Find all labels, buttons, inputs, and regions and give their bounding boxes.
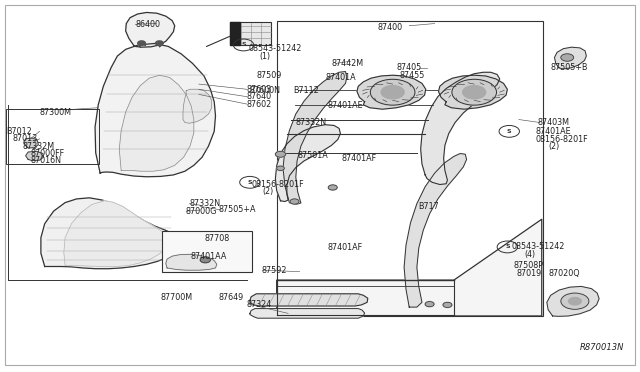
Circle shape [463,86,486,99]
Text: 87508P: 87508P [514,260,544,269]
Text: S: S [241,42,246,48]
Text: 87332N: 87332N [296,118,327,127]
Polygon shape [250,294,368,306]
Polygon shape [183,89,212,123]
Polygon shape [275,125,340,202]
Text: 87401AF: 87401AF [328,243,363,252]
Text: 87509: 87509 [256,71,282,80]
Circle shape [276,166,284,170]
Polygon shape [230,22,241,45]
Circle shape [328,185,337,190]
Text: 87400: 87400 [378,23,403,32]
Circle shape [200,257,211,263]
Polygon shape [404,154,467,307]
Text: 08156-8201F: 08156-8201F [251,180,304,189]
Text: 87401A: 87401A [325,73,356,82]
Text: B7112: B7112 [293,86,319,94]
Circle shape [561,54,573,61]
Polygon shape [125,13,175,47]
Circle shape [452,79,497,105]
Text: 87505+A: 87505+A [218,205,255,215]
Text: 08543-51242: 08543-51242 [511,243,564,251]
Text: R870013N: R870013N [580,343,625,352]
Text: 87013: 87013 [13,134,38,143]
Text: (4): (4) [524,250,535,259]
Circle shape [138,41,145,45]
Text: 87708: 87708 [204,234,229,243]
Polygon shape [119,75,194,171]
Circle shape [561,293,589,310]
Polygon shape [24,138,38,148]
Polygon shape [95,44,216,177]
Text: 87332M: 87332M [22,142,54,151]
Bar [276,20,543,316]
Text: 87649: 87649 [218,293,243,302]
Text: 87700M: 87700M [161,293,193,302]
Text: 87332N: 87332N [189,199,221,208]
Text: S: S [505,244,509,249]
Circle shape [290,199,299,204]
Circle shape [568,298,581,305]
Text: 87603: 87603 [246,85,272,94]
Polygon shape [438,75,508,109]
Text: 87000FF: 87000FF [31,149,65,158]
Bar [162,231,252,272]
Text: 87401AA: 87401AA [190,251,227,261]
Text: 87602: 87602 [246,100,272,109]
Circle shape [371,79,415,105]
Text: 87401AF: 87401AF [342,154,377,163]
Text: 87019: 87019 [516,269,541,278]
Text: 87640: 87640 [246,92,272,101]
Text: 87016N: 87016N [31,156,61,166]
Text: 87000G: 87000G [186,206,217,216]
Text: 87455: 87455 [399,71,424,80]
Text: 08543-51242: 08543-51242 [248,44,302,53]
Text: B717: B717 [418,202,439,211]
Text: 87442M: 87442M [332,59,364,68]
Polygon shape [250,309,365,318]
Text: 87324: 87324 [246,300,272,309]
Polygon shape [26,151,44,161]
Circle shape [275,151,285,157]
Text: 08156-8201F: 08156-8201F [536,135,588,144]
Text: 87403M: 87403M [538,118,570,127]
Text: (2): (2) [548,142,559,151]
Text: 87600N: 87600N [250,86,281,94]
Text: 87020Q: 87020Q [548,269,580,278]
Polygon shape [547,286,599,316]
Text: 86400: 86400 [135,20,160,29]
Circle shape [425,302,434,307]
Circle shape [381,86,404,99]
Text: S: S [507,129,511,134]
Polygon shape [554,47,586,69]
Text: 87401AE: 87401AE [328,101,364,110]
Polygon shape [64,201,168,266]
Text: 87501A: 87501A [298,151,328,160]
Text: 87592: 87592 [261,266,287,275]
Polygon shape [41,198,179,269]
Text: 87505+B: 87505+B [550,63,588,72]
Polygon shape [420,72,500,185]
Text: (2): (2) [262,187,274,196]
Text: S: S [248,180,252,185]
Polygon shape [357,75,426,109]
Text: B7012: B7012 [6,127,32,136]
Text: 87405: 87405 [396,63,422,72]
Polygon shape [276,219,541,316]
Circle shape [156,41,163,45]
Text: 87401AE: 87401AE [536,127,571,136]
Polygon shape [283,71,347,205]
Circle shape [443,302,452,308]
Bar [6,109,99,164]
Bar [230,22,271,45]
Polygon shape [166,254,217,270]
Text: 87300M: 87300M [40,108,72,117]
Text: (1): (1) [259,52,271,61]
